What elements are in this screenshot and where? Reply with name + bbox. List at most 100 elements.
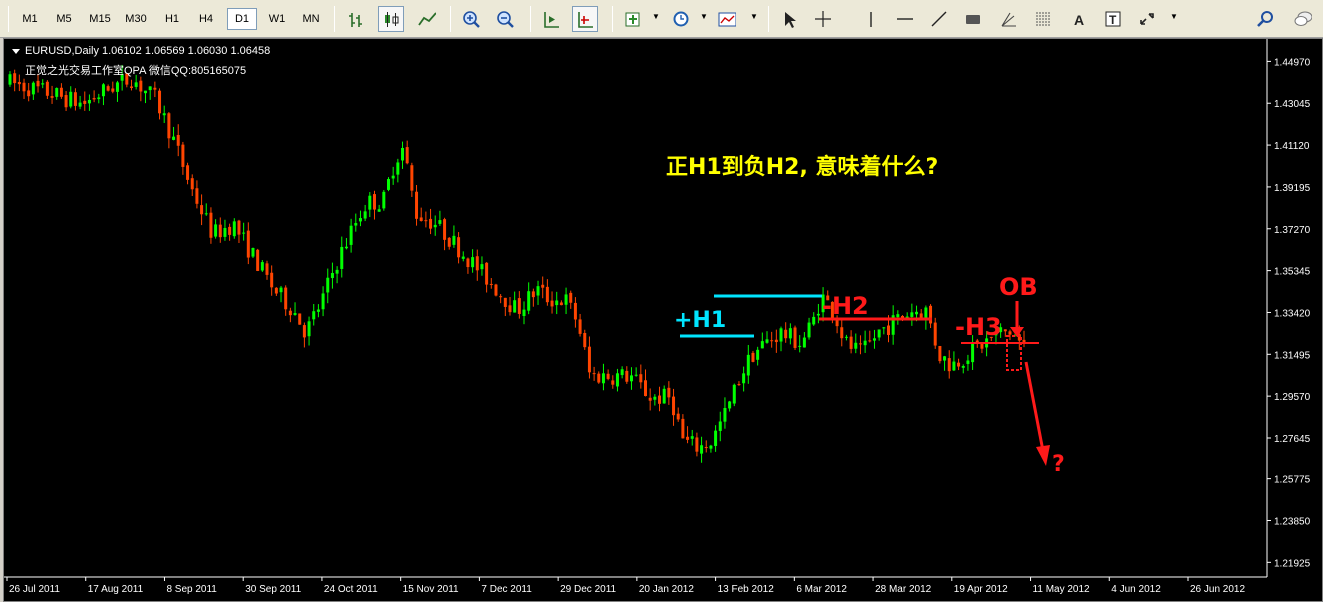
candle-body <box>700 445 704 454</box>
candle-body <box>209 212 213 238</box>
chart-shift-button[interactable] <box>538 6 564 32</box>
candle-body <box>1022 339 1026 343</box>
indicators-button[interactable] <box>620 6 646 32</box>
timeframe-m15-button[interactable]: M15 <box>89 13 111 25</box>
toolbar-separator <box>450 6 451 32</box>
timeframe-h1-button[interactable]: H1 <box>164 13 180 25</box>
candle-body <box>106 86 110 91</box>
text-label-button[interactable]: T <box>1100 6 1126 32</box>
timeframe-mn-button[interactable]: MN <box>302 13 320 25</box>
candle-body <box>293 313 297 315</box>
chevron-down-icon[interactable]: ▼ <box>750 12 758 21</box>
candle-body <box>59 87 63 97</box>
candle-body <box>686 436 690 440</box>
candle-body <box>8 74 12 85</box>
price-tick-label: 1.39195 <box>1274 183 1311 194</box>
candle-body <box>611 380 615 385</box>
candle-body <box>634 374 638 376</box>
rectangle-icon <box>966 15 980 24</box>
candle-body <box>489 283 493 285</box>
templates-button[interactable] <box>714 6 740 32</box>
candle-body <box>601 373 605 384</box>
rectangle-button[interactable] <box>960 6 986 32</box>
gann-button[interactable] <box>996 6 1022 32</box>
timeframe-m5-button[interactable]: M5 <box>56 13 72 25</box>
candle-body <box>232 221 236 237</box>
candle-body <box>620 369 624 376</box>
candle-body <box>279 287 283 293</box>
candle-body <box>746 354 750 376</box>
trendline-button[interactable] <box>926 6 952 32</box>
candle-body <box>475 256 479 271</box>
candle-body <box>284 287 288 310</box>
zoom-in-button[interactable] <box>458 6 484 32</box>
candle-body <box>658 395 662 404</box>
candle-body <box>742 373 746 384</box>
timeframe-h4-button[interactable]: H4 <box>198 13 214 25</box>
candle-body <box>545 286 549 303</box>
candle-body <box>162 113 166 116</box>
candle-body <box>807 322 811 338</box>
vertical-line-button[interactable] <box>858 6 884 32</box>
candle-body <box>401 147 405 161</box>
chat-button[interactable] <box>1290 6 1316 32</box>
timeframe-w1-button[interactable]: W1 <box>268 13 286 25</box>
candle-body <box>751 352 755 362</box>
chart-window[interactable]: 1.44970 1.43045 1.41120 1.39195 1.37270 1.353… <box>3 38 1323 602</box>
date-tick-label: 11 May 2012 <box>1033 584 1091 595</box>
candle-body <box>826 295 830 301</box>
line-chart-button[interactable] <box>414 6 440 32</box>
candle-body <box>382 191 386 209</box>
symbol-menu-arrow-icon[interactable] <box>12 49 20 54</box>
candle-body <box>368 195 372 210</box>
timeframe-m30-button[interactable]: M30 <box>125 13 147 25</box>
search-button[interactable] <box>1252 6 1278 32</box>
chart-shift-icon <box>544 12 559 28</box>
date-tick-label: 8 Sep 2011 <box>166 584 217 595</box>
bar-chart-button[interactable] <box>344 6 370 32</box>
candle-body <box>905 316 909 319</box>
candle-body <box>87 99 91 104</box>
candle-body <box>830 301 834 318</box>
symbol-info-line: EURUSD,Daily 1.06102 1.06569 1.06030 1.0… <box>25 45 270 57</box>
candle-body <box>461 256 465 259</box>
cursor-button[interactable] <box>776 6 802 32</box>
candle-body <box>732 384 736 404</box>
candle-body <box>195 188 199 204</box>
candle-body <box>330 273 334 279</box>
svg-text:T: T <box>1109 13 1117 27</box>
candle-body <box>181 144 185 167</box>
chevron-down-icon[interactable]: ▼ <box>700 12 708 21</box>
candle-body <box>676 413 680 420</box>
candle-body <box>429 218 433 229</box>
candle-body <box>788 328 792 339</box>
candle-body <box>111 88 115 92</box>
candle-body <box>237 220 241 235</box>
horizontal-line-button[interactable] <box>892 6 918 32</box>
chevron-down-icon[interactable]: ▼ <box>652 12 660 21</box>
chevron-down-icon[interactable]: ▼ <box>1170 12 1178 21</box>
arrows-button[interactable] <box>1134 6 1160 32</box>
fibonacci-button[interactable] <box>1030 6 1056 32</box>
candle-body <box>569 292 573 303</box>
candle-body <box>915 311 919 315</box>
zoom-out-button[interactable] <box>492 6 518 32</box>
timeframe-m1-button[interactable]: M1 <box>22 13 38 25</box>
candle-body <box>64 95 68 108</box>
timeframe-d1-button[interactable]: D1 <box>227 8 257 30</box>
price-chart[interactable]: 1.44970 1.43045 1.41120 1.39195 1.37270 1.353… <box>4 39 1322 601</box>
crosshair-button[interactable] <box>810 6 836 32</box>
candle-body <box>541 284 545 288</box>
periods-button[interactable] <box>668 6 694 32</box>
candlestick-chart-button[interactable] <box>378 6 404 32</box>
candle-body <box>695 437 699 452</box>
candle-body <box>961 365 965 368</box>
auto-scroll-button[interactable] <box>572 6 598 32</box>
text-button[interactable]: A <box>1066 6 1092 32</box>
price-tick-label: 1.25775 <box>1274 475 1311 486</box>
candle-body <box>410 165 414 191</box>
candle-body <box>45 81 49 96</box>
candle-body <box>190 178 194 190</box>
candle-body <box>644 380 648 397</box>
line-chart-icon <box>418 12 436 26</box>
